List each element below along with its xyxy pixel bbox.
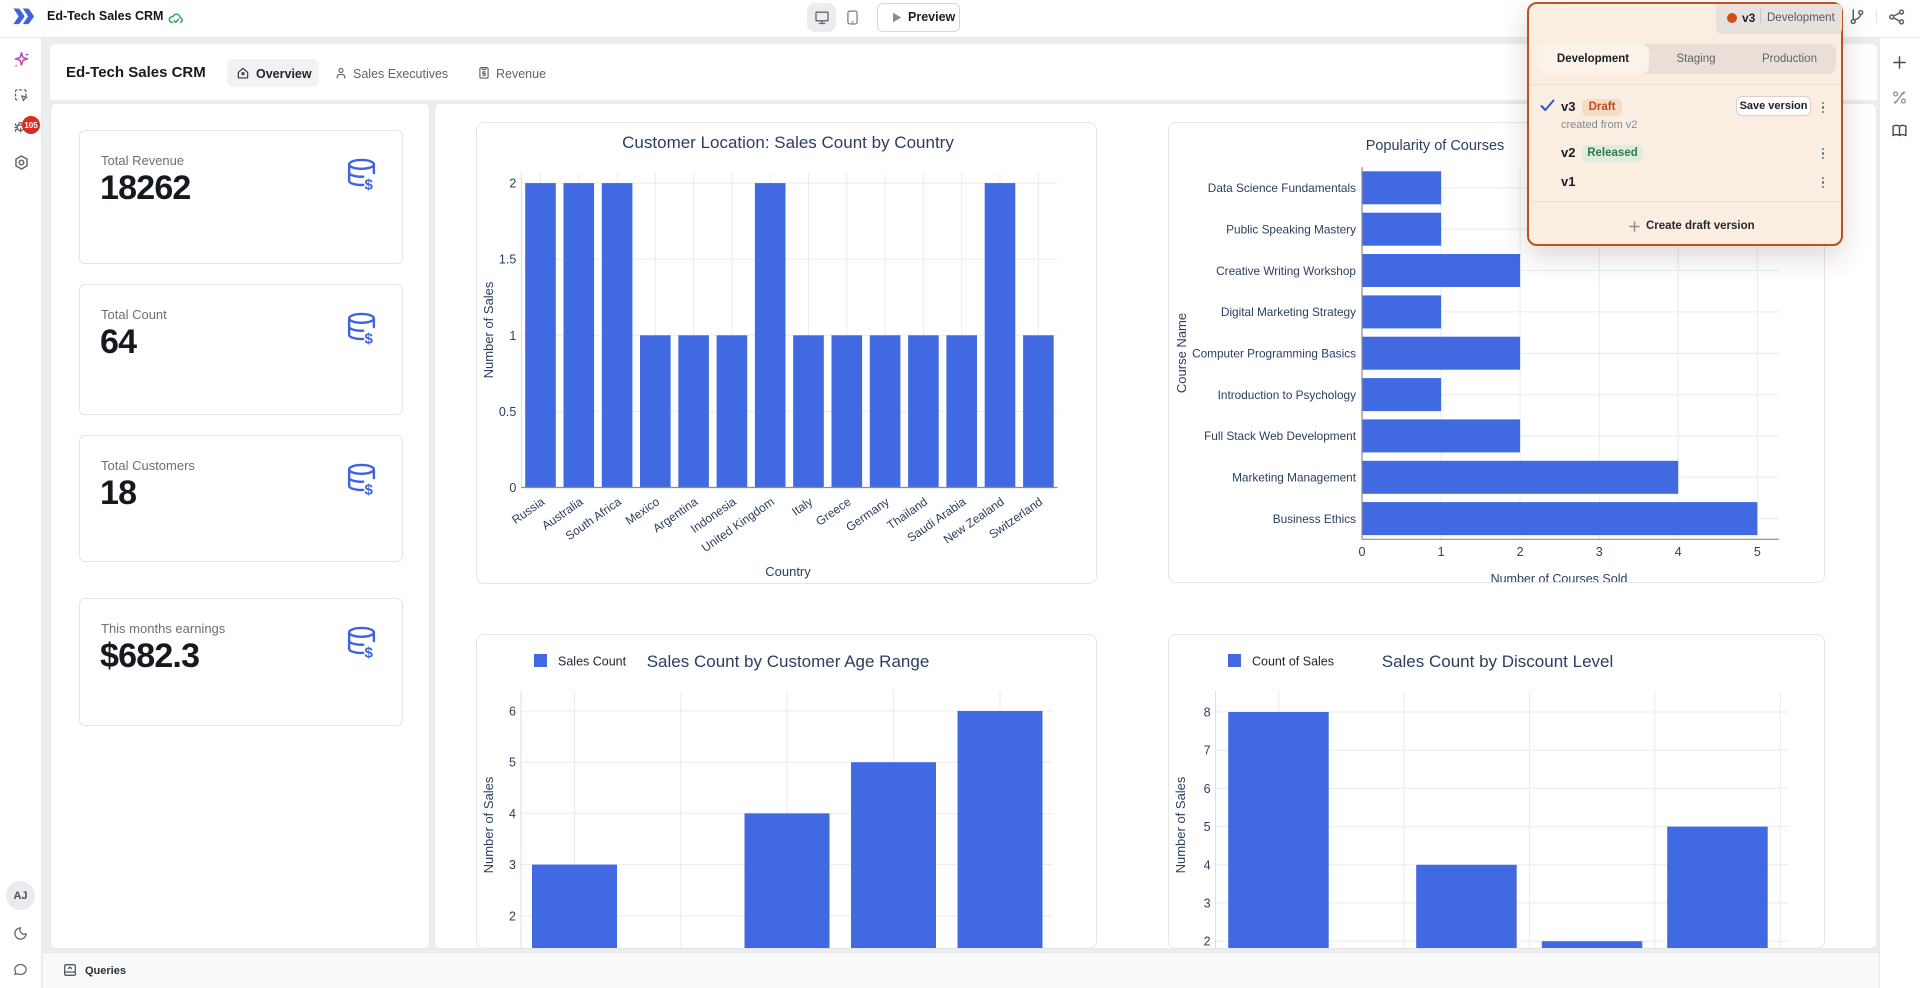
svg-text:3: 3	[509, 858, 516, 872]
svg-text:Sales Count by Customer Age Ra: Sales Count by Customer Age Range	[647, 652, 930, 671]
svg-text:5: 5	[1204, 820, 1211, 834]
svg-text:Count of Sales: Count of Sales	[1252, 655, 1334, 669]
svg-text:0: 0	[509, 481, 516, 495]
svg-text:$: $	[365, 177, 374, 194]
svg-text:Marketing Management: Marketing Management	[1232, 471, 1357, 485]
svg-text:Number of Sales: Number of Sales	[481, 281, 496, 378]
svg-text:Country: Country	[765, 564, 811, 579]
svg-text:Sales Count: Sales Count	[558, 655, 627, 669]
svg-text:Number of Courses Sold: Number of Courses Sold	[1491, 572, 1628, 583]
svg-text:2: 2	[1204, 935, 1211, 949]
svg-text:2: 2	[509, 909, 516, 923]
svg-text:Business Ethics: Business Ethics	[1273, 512, 1356, 526]
svg-text:$: $	[365, 331, 374, 348]
svg-text:5: 5	[1754, 545, 1761, 559]
svg-text:1: 1	[1438, 545, 1445, 559]
svg-text:2: 2	[1517, 545, 1524, 559]
svg-text:Course Name: Course Name	[1174, 313, 1189, 393]
svg-text:7: 7	[1204, 744, 1211, 758]
svg-text:4: 4	[1204, 858, 1211, 872]
svg-text:6: 6	[1204, 782, 1211, 796]
svg-text:Full Stack Web Development: Full Stack Web Development	[1204, 429, 1357, 443]
svg-text:Customer Location: Sales Count: Customer Location: Sales Count by Countr…	[622, 133, 954, 152]
svg-text:2: 2	[509, 177, 516, 191]
svg-text:3: 3	[1596, 545, 1603, 559]
svg-text:Popularity of Courses: Popularity of Courses	[1366, 138, 1505, 154]
svg-text:1: 1	[509, 329, 516, 343]
svg-text:8: 8	[1204, 706, 1211, 720]
svg-text:Digital Marketing Strategy: Digital Marketing Strategy	[1221, 305, 1356, 319]
svg-text:Public Speaking Mastery: Public Speaking Mastery	[1226, 223, 1356, 237]
svg-text:0: 0	[1359, 545, 1366, 559]
svg-text:Sales Count by Discount Level: Sales Count by Discount Level	[1382, 652, 1614, 671]
svg-text:$: $	[365, 482, 374, 499]
svg-text:$: $	[365, 645, 374, 662]
svg-text:4: 4	[1675, 545, 1682, 559]
svg-text:3: 3	[1204, 897, 1211, 911]
svg-text:Data Science Fundamentals: Data Science Fundamentals	[1208, 181, 1356, 195]
svg-text:5: 5	[509, 756, 516, 770]
svg-text:Introduction to Psychology: Introduction to Psychology	[1218, 388, 1356, 402]
svg-text:4: 4	[509, 807, 516, 821]
svg-text:Italy: Italy	[789, 494, 815, 518]
svg-text:Computer Programming Basics: Computer Programming Basics	[1192, 347, 1356, 361]
svg-text:6: 6	[509, 705, 516, 719]
svg-text:Creative Writing Workshop: Creative Writing Workshop	[1216, 264, 1356, 278]
svg-text:Number of Sales: Number of Sales	[481, 776, 496, 873]
svg-text:Germany: Germany	[843, 494, 891, 534]
svg-text:0.5: 0.5	[499, 405, 516, 419]
svg-text:Number of Sales: Number of Sales	[1173, 776, 1188, 873]
svg-text:1.5: 1.5	[499, 253, 516, 267]
